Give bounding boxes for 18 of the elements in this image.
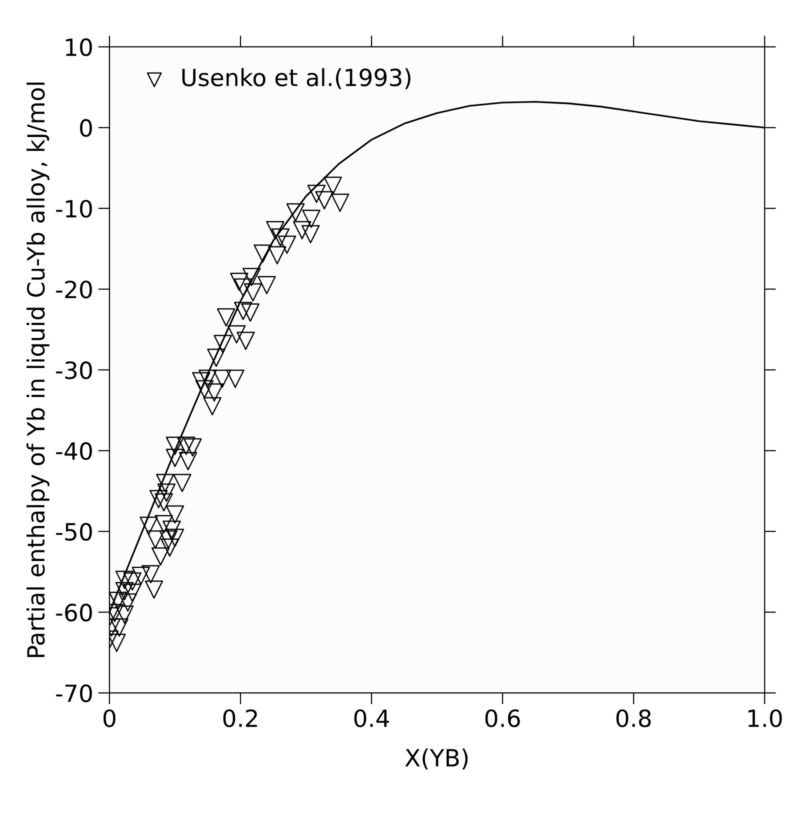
y-tick-label: 0: [80, 119, 92, 137]
legend-label: Usenko et al.(1993): [182, 68, 410, 90]
x-tick-label: 0.4: [354, 709, 389, 728]
x-tick-label: 0.2: [223, 709, 257, 728]
y-tick-label: 10: [66, 38, 92, 56]
y-tick-label: -20: [56, 280, 92, 298]
x-tick-label: 1.0: [748, 709, 782, 728]
x-tick-label: 0.8: [616, 709, 651, 728]
x-axis-title: X(YB): [405, 748, 468, 770]
y-tick-label: -10: [56, 200, 92, 218]
y-tick-label: -50: [56, 522, 92, 541]
y-tick-label: -40: [56, 442, 92, 460]
y-tick-label: -60: [56, 604, 92, 622]
y-axis-title: Partial enthalpy of Yb in liquid Cu-Yb alloy, kJ/mol: [26, 82, 50, 658]
x-tick-label: 0: [104, 709, 116, 728]
y-tick-label: -70: [56, 684, 92, 702]
x-tick-label: 0.6: [485, 709, 520, 728]
y-tick-label: -30: [56, 361, 92, 380]
